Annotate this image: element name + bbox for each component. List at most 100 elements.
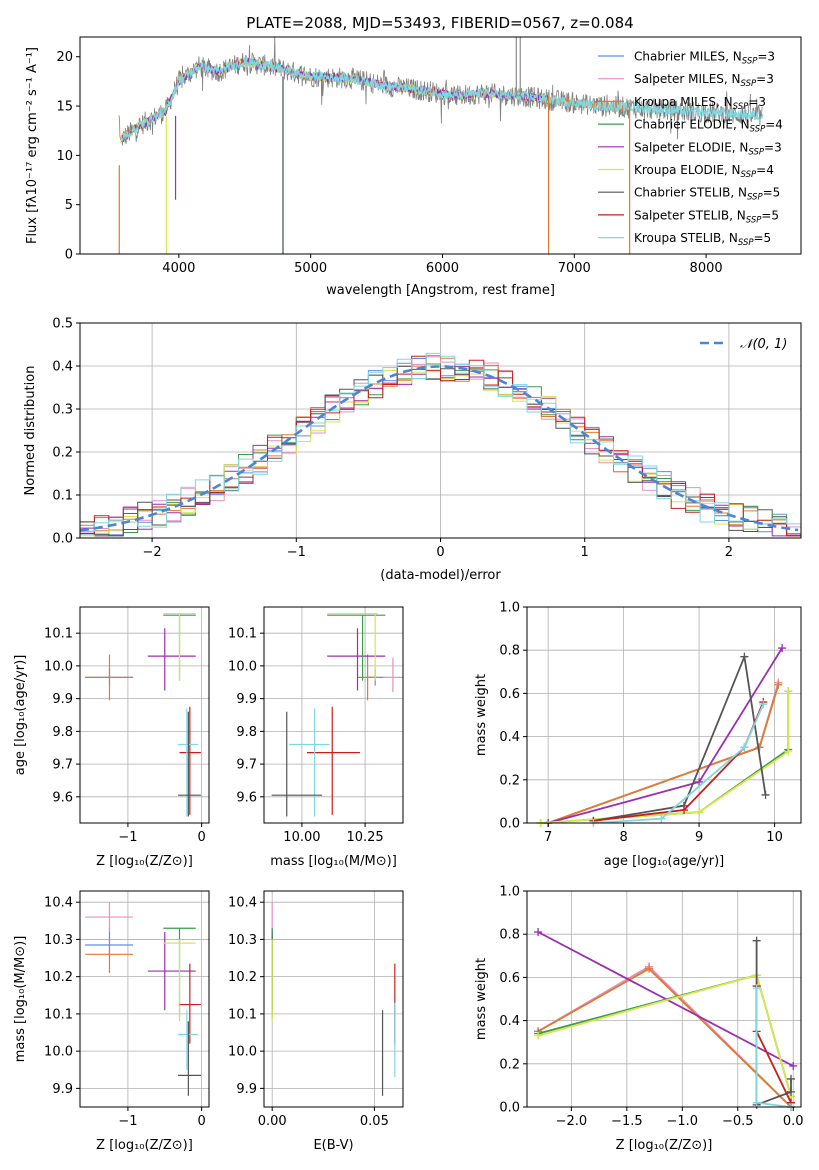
histogram-kroupa_stelib [80, 352, 801, 532]
x-tick-label: 10 [766, 830, 783, 845]
residuals-panel: −2 −1 0 1 2 0.0 0.1 0.2 0.3 0.4 0.5 (data-model)/er… [23, 317, 802, 583]
y-tick-label: 0.0 [499, 1101, 520, 1116]
x-axis-label: E(B-V) [313, 1138, 353, 1153]
weight_vs_Z-panel: −2.0 −1.5 −1.0 −0.5 0.0 0.0 0.2 0.4 0.6 0.8 1.0 Z [… [474, 885, 804, 1154]
weight-marker-kroupa_stelib [752, 1098, 761, 1107]
y-tick-label: 15 [56, 100, 73, 115]
x-tick-label: 0 [197, 1114, 205, 1129]
weight-marker-kroupa_miles [774, 680, 783, 689]
y-tick-label: 0.4 [499, 1014, 520, 1029]
weight-marker-kroupa_stelib [759, 700, 768, 709]
weight-marker-kroupa_stelib [740, 743, 749, 752]
x-tick-label: −2.0 [556, 1114, 588, 1129]
x-tick-label: 5000 [294, 261, 327, 276]
y-tick-label: 10.3 [44, 933, 73, 948]
y-tick-label: 10.2 [228, 970, 257, 985]
y-tick-label: 10.4 [44, 896, 73, 911]
y-tick-label: 9.6 [236, 790, 257, 805]
y-tick-label: 9.8 [236, 725, 257, 740]
y-tick-label: 10.2 [44, 970, 73, 985]
x-tick-label: 6000 [426, 261, 459, 276]
y-tick-label: 10.4 [228, 896, 257, 911]
y-tick-label: 0.8 [499, 644, 520, 659]
legend-label-salpeter_stelib: Salpeter STELIB, NSSP=5 [634, 208, 779, 225]
legend-label-kroupa_stelib: Kroupa STELIB, NSSP=5 [634, 231, 771, 248]
weight-marker-salpeter_elodie [778, 644, 787, 653]
x-axis-label: Z [log₁₀(Z/Z⊙)] [616, 1138, 713, 1153]
y-tick-label: 10 [56, 149, 73, 164]
x-tick-label: −0.5 [722, 1114, 754, 1129]
y-tick-label: 0.2 [52, 446, 73, 461]
y-tick-label: 9.9 [52, 1082, 73, 1097]
legend-label-salpeter_elodie: Salpeter ELODIE, NSSP=3 [634, 140, 782, 157]
y-tick-label: 10.0 [228, 1045, 257, 1060]
axes-frame [79, 890, 210, 1108]
weight-marker-salpeter_elodie [789, 1061, 798, 1070]
weight-marker-chabrier_stelib [787, 1074, 796, 1083]
y-axis-label: mass [log₁₀(M/M⊙)] [13, 936, 28, 1063]
age_vs_Z-panel: −1 0 9.6 9.7 9.8 9.9 10.0 10.1 Z [log₁₀(Z/Z⊙)] ag… [13, 606, 210, 869]
y-tick-label: 0.2 [499, 1057, 520, 1072]
y-axis-label: age [log₁₀(age/yr)] [13, 655, 28, 776]
y-tick-label: 0.5 [52, 317, 73, 332]
x-tick-label: 8000 [690, 261, 723, 276]
weight-marker-kroupa_miles [645, 964, 654, 973]
axes-frame [263, 890, 404, 1108]
y-tick-label: 0.6 [499, 687, 520, 702]
y-axis-label: Normed distribution [23, 366, 38, 496]
axes-frame [526, 606, 802, 824]
y-tick-label: 10.0 [44, 1045, 73, 1060]
weight-line-salpeter_elodie [537, 931, 794, 1067]
y-axis-label: mass weight [474, 958, 489, 1040]
x-tick-label: 0 [197, 830, 205, 845]
y-tick-label: 10.0 [44, 659, 73, 674]
y-tick-label: 0.2 [499, 773, 520, 788]
weight-marker-kroupa_stelib [657, 814, 666, 823]
y-tick-label: 1.0 [499, 885, 520, 900]
axes-frame [79, 36, 802, 255]
y-axis-label: Flux [fλ10⁻¹⁷ erg cm⁻² s⁻¹ A⁻¹] [25, 47, 40, 244]
legend-label-chabrier_elodie: Chabrier ELODIE, NSSP=4 [634, 118, 783, 135]
weight-marker-kroupa_stelib [752, 984, 761, 993]
legend-label-kroupa_elodie: Kroupa ELODIE, NSSP=4 [634, 163, 774, 180]
y-tick-label: 9.9 [52, 692, 73, 707]
axes-frame [263, 606, 404, 824]
x-tick-label: 0.0 [783, 1114, 804, 1129]
weight-marker-kroupa_elodie [784, 747, 793, 756]
y-tick-label: 9.9 [236, 1082, 257, 1097]
histogram-chabrier_elodie [80, 363, 801, 537]
weight-marker-salpeter_elodie [534, 928, 543, 937]
x-tick-label: −1.5 [611, 1114, 643, 1129]
y-tick-label: 0.6 [499, 971, 520, 986]
y-tick-label: 9.6 [52, 790, 73, 805]
x-axis-label: Z [log₁₀(Z/Z⊙)] [96, 854, 193, 869]
spectrum-lines [118, 37, 763, 254]
x-tick-label: 2 [725, 545, 733, 560]
age_vs_mass-panel: 10.00 10.25 9.6 9.7 9.8 9.9 10.0 10.1 mass [log₁… [228, 606, 404, 869]
mass_vs_ebv-panel: 0.00 0.05 9.9 10.0 10.1 10.2 10.3 10.4 E(B-V) [228, 890, 404, 1153]
axes-frame [526, 890, 802, 1108]
x-axis-label: mass [log₁₀(M/M⊙)] [270, 854, 397, 869]
weight-marker-salpeter_elodie [695, 777, 704, 786]
legend-label-normal: 𝒩(0, 1) [740, 337, 787, 352]
x-tick-label: 10.25 [346, 830, 383, 845]
spectrum-line-salpeter_elodie [120, 57, 549, 143]
weight_vs_age-panel: 7 8 9 10 0.0 0.2 0.4 0.6 0.8 1.0 age [log₁₀(age/yr… [474, 601, 802, 869]
y-tick-label: 9.8 [52, 725, 73, 740]
x-tick-label: 10.00 [283, 830, 320, 845]
weight-marker-chabrier_stelib [752, 936, 761, 945]
weight-marker-kroupa_elodie [534, 1031, 543, 1040]
x-tick-label: −1 [118, 1114, 137, 1129]
axes-frame [79, 606, 210, 824]
x-axis-label: Z [log₁₀(Z/Z⊙)] [96, 1138, 193, 1153]
y-tick-label: 9.7 [236, 758, 257, 773]
x-tick-label: 4000 [162, 261, 195, 276]
x-tick-label: 1 [581, 545, 589, 560]
mass_vs_Z-panel: −1 0 9.9 10.0 10.1 10.2 10.3 10.4 Z [log₁₀(Z/Z⊙)… [13, 890, 210, 1153]
x-tick-label: −1 [287, 545, 306, 560]
y-tick-label: 9.7 [52, 758, 73, 773]
y-tick-label: 0 [65, 248, 73, 263]
x-axis-label: (data-model)/error [380, 568, 501, 583]
weight-marker-kroupa_elodie [784, 687, 793, 696]
